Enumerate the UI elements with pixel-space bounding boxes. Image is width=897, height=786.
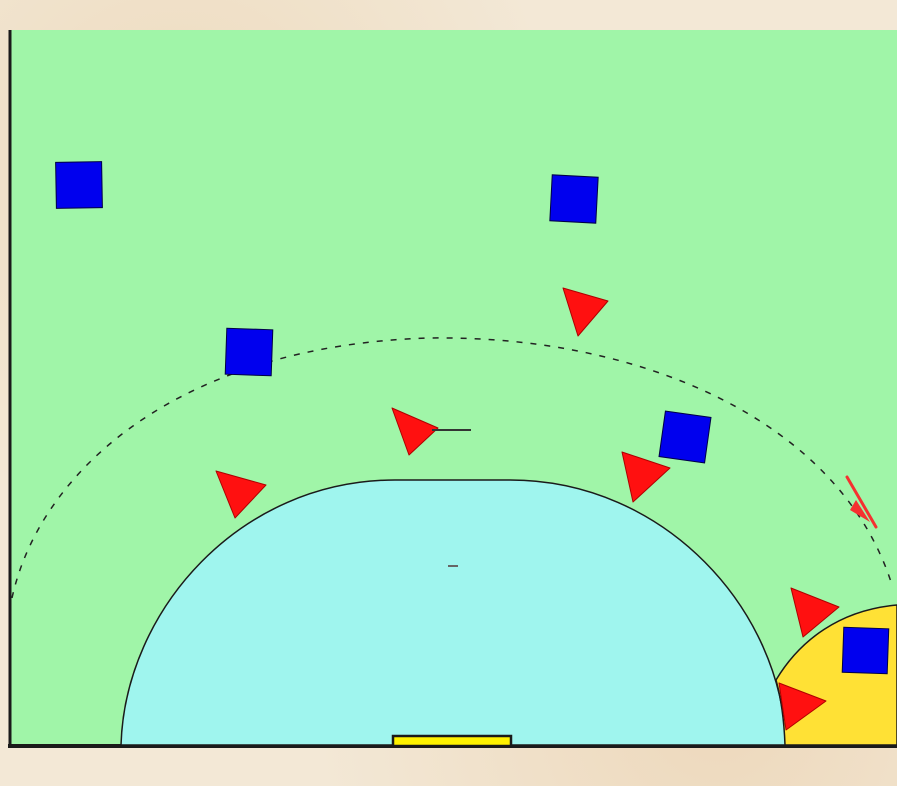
movement-arrow [845,475,878,529]
attacker-square [224,327,274,377]
attacker-square [55,161,103,209]
defender-triangle [562,287,609,337]
defender-triangle [778,682,827,731]
defenders [215,287,840,731]
attacker-square [549,174,599,224]
defender-triangle [215,470,267,519]
defender-triangle [391,407,439,456]
goal [391,734,513,748]
attackers [55,161,890,675]
attacker-square [658,410,712,464]
defender-triangle [790,587,840,638]
attacker-square [841,626,890,675]
free-throw-line [11,337,893,599]
defender-triangle [621,451,671,503]
goal-area [120,479,787,746]
